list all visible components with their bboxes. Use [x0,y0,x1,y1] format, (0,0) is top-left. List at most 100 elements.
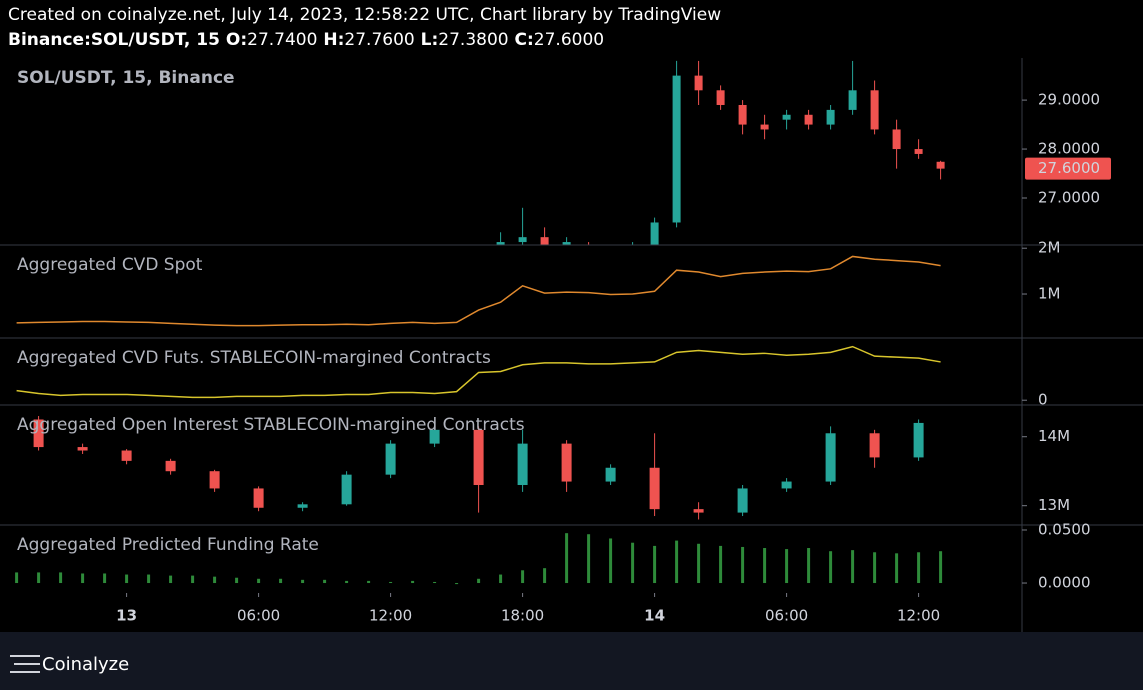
candle-body [804,114,813,125]
candle-body [540,237,549,245]
line [16,255,941,327]
candle-body [936,161,945,169]
bar [345,580,349,584]
bar [411,580,415,584]
bar [499,574,503,584]
bar [125,574,129,584]
bar [917,552,921,584]
bar [477,578,481,584]
bar [301,579,305,584]
y-tick-label: 14M [1038,427,1070,445]
ohlc-value: 27.3800 [438,30,508,50]
x-tick-label: 06:00 [237,607,280,625]
x-tick-label: 18:00 [501,607,544,625]
candle-body [605,467,616,482]
candle-body [760,124,769,130]
candle-body [165,460,176,472]
bar [235,577,239,584]
bar [323,579,327,584]
candle-body [562,242,571,245]
symbol: Binance:SOL/USDT, 15 [8,30,220,50]
bar [15,572,19,584]
header-line: Created on coinalyze.net, July 14, 2023,… [8,5,721,25]
candle-body [693,509,704,513]
ohlc-label: L: [421,30,439,50]
bar [785,549,789,584]
candle-body [297,504,308,508]
candle-body [738,104,747,125]
brand[interactable]: Coinalyze [42,654,129,675]
candle-body [341,474,352,505]
candle-body [848,90,857,110]
candle-body [914,149,923,154]
bar [433,581,437,584]
bar [389,581,393,584]
y-tick-label: 0 [1038,391,1048,409]
ohlc-label: H: [323,30,344,50]
ohlc-label: C: [515,30,534,50]
candle-body [650,222,659,245]
bar [609,538,613,584]
candle-body [716,90,725,105]
background [0,0,1143,640]
pane [496,60,945,245]
candle-body [892,129,901,150]
y-tick-label: 0.0000 [1038,574,1091,592]
candle-body [826,109,835,125]
candle-body [869,433,880,458]
bar [829,551,833,584]
candle-body [870,90,879,130]
pane-title: Aggregated Predicted Funding Rate [17,535,319,555]
header-ohlc: Binance:SOL/USDT, 15 O:27.7400 H:27.7600… [8,30,604,50]
menu-icon[interactable] [10,655,40,673]
x-tick-label: 12:00 [897,607,940,625]
bar [719,545,723,584]
bar [213,576,217,584]
pane-title: Aggregated CVD Futs. STABLECOIN-margined… [17,348,491,368]
pane [16,255,941,327]
pane [16,345,941,399]
candle-body [913,422,924,458]
bar [521,570,525,584]
line [16,345,941,399]
candle-body [518,237,527,243]
footer-bar [0,632,1143,690]
candle-body [253,488,264,508]
bar [565,533,569,584]
bar [37,572,41,584]
x-tick-label: 13 [116,607,137,625]
last-price-badge [1025,157,1111,180]
bar [741,546,745,584]
candle-body [649,467,660,510]
ohlc-value: 27.7400 [247,30,317,50]
bar [631,542,635,584]
pane-title: SOL/USDT, 15, Binance [17,68,235,88]
candle-body [496,242,505,245]
bar [367,580,371,584]
candle-body [121,450,132,461]
ohlc-label: O: [226,30,247,50]
candle-body [33,419,44,448]
candle-body [209,471,220,489]
ohlc-value: 27.6000 [534,30,604,50]
candle-body [517,443,528,485]
x-tick-label: 06:00 [765,607,808,625]
candle-body [672,75,681,223]
candle-body [473,429,484,485]
y-tick-label: 29.0000 [1038,91,1100,109]
y-tick-label: 28.0000 [1038,140,1100,158]
x-tick-label: 12:00 [369,607,412,625]
y-tick-label: 27.0000 [1038,189,1100,207]
bar [543,568,547,584]
bar [279,578,283,584]
candle-body [825,433,836,482]
y-tick-label: 2M [1038,239,1061,257]
bar [81,573,85,584]
bar [873,552,877,584]
pane-title: Aggregated CVD Spot [17,255,203,275]
bar [675,540,679,584]
last-price-label: 27.6000 [1038,159,1100,177]
bar [763,548,767,584]
